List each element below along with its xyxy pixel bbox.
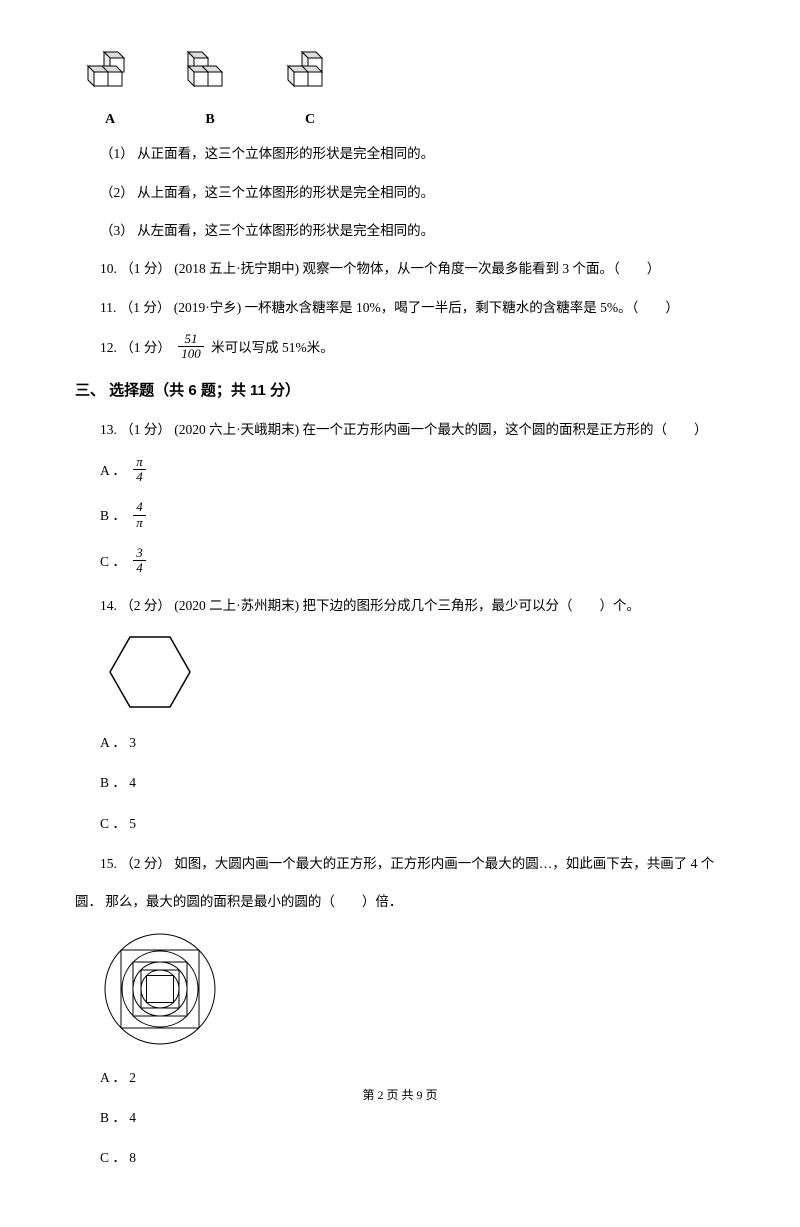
q13b-letter: B ．: [100, 508, 129, 523]
nested-circles-icon: [100, 929, 220, 1049]
sub3-text: 从左面看，这三个立体图形的形状是完全相同的。: [134, 223, 434, 238]
hexagon-icon: [100, 632, 200, 712]
q12-frac-den: 100: [178, 346, 204, 361]
cube-b-icon: [180, 50, 240, 95]
cube-a-icon: [80, 50, 140, 95]
q13b-den: π: [133, 515, 146, 530]
q12-frac-num: 51: [178, 332, 204, 346]
cube-a-label: A: [75, 107, 145, 132]
sub-3: （3） 从左面看，这三个立体图形的形状是完全相同的。: [100, 219, 725, 243]
q13a-fraction: π4: [133, 455, 146, 485]
cube-b-label: B: [175, 107, 245, 132]
cube-c-label: C: [275, 107, 345, 132]
sub2-text: 从上面看，这三个立体图形的形状是完全相同的。: [134, 185, 434, 200]
cube-b: B: [175, 50, 245, 132]
q12: 12. （1 分） 51 100 米可以写成 51%米。: [100, 334, 725, 364]
q13b-fraction: 4π: [133, 500, 146, 530]
q14-opt-c: C ． 5: [100, 812, 725, 836]
sub-2: （2） 从上面看，这三个立体图形的形状是完全相同的。: [100, 181, 725, 205]
q12-fraction: 51 100: [178, 332, 204, 362]
q14-opt-b: B ． 4: [100, 771, 725, 795]
q13a-num: π: [133, 455, 146, 469]
sub2-num: （2）: [100, 185, 134, 200]
q15-opt-b: B ． 4: [100, 1106, 725, 1130]
q13-opt-c: C ． 34: [100, 548, 725, 578]
q13-opt-a: A ． π4: [100, 457, 725, 487]
page-footer: 第 2 页 共 9 页: [0, 1085, 800, 1107]
q12-pre: 12. （1 分）: [100, 340, 174, 355]
nested-circles-figure: [100, 929, 725, 1058]
q14: 14. （2 分） (2020 二上·苏州期末) 把下边的图形分成几个三角形，最…: [100, 594, 725, 618]
cube-c: C: [275, 50, 345, 132]
q15-opt-c: C ． 8: [100, 1146, 725, 1170]
cube-a: A: [75, 50, 145, 132]
q13c-num: 3: [133, 546, 146, 560]
q13-opt-b: B ． 4π: [100, 502, 725, 532]
q13c-den: 4: [133, 560, 146, 575]
q11: 11. （1 分） (2019·宁乡) 一杯糖水含糖率是 10%，喝了一半后，剩…: [100, 296, 725, 320]
q13: 13. （1 分） (2020 六上·天峨期末) 在一个正方形内画一个最大的圆，…: [100, 418, 725, 442]
q13b-num: 4: [133, 500, 146, 514]
cube-figures-row: A B: [75, 50, 725, 132]
q13a-letter: A ．: [100, 463, 129, 478]
q15-line2: 圆． 那么，最大的圆的面积是最小的圆的（ ）倍．: [75, 890, 725, 914]
q10: 10. （1 分） (2018 五上·抚宁期中) 观察一个物体，从一个角度一次最…: [100, 257, 725, 281]
q14-opt-a: A ． 3: [100, 731, 725, 755]
q12-post: 米可以写成 51%米。: [211, 340, 334, 355]
sub1-num: （1）: [100, 146, 134, 161]
q13c-fraction: 34: [133, 546, 146, 576]
q15-line1: 15. （2 分） 如图，大圆内画一个最大的正方形，正方形内画一个最大的圆…，如…: [100, 852, 725, 876]
q13c-letter: C ．: [100, 554, 129, 569]
sub-1: （1） 从正面看，这三个立体图形的形状是完全相同的。: [100, 142, 725, 166]
cube-c-icon: [280, 50, 340, 95]
sub1-text: 从正面看，这三个立体图形的形状是完全相同的。: [134, 146, 434, 161]
page-content: A B: [0, 0, 800, 1227]
q13a-den: 4: [133, 469, 146, 484]
section-3-title: 三、 选择题（共 6 题；共 11 分）: [75, 377, 725, 404]
sub3-num: （3）: [100, 223, 134, 238]
hexagon-figure: [100, 632, 725, 721]
